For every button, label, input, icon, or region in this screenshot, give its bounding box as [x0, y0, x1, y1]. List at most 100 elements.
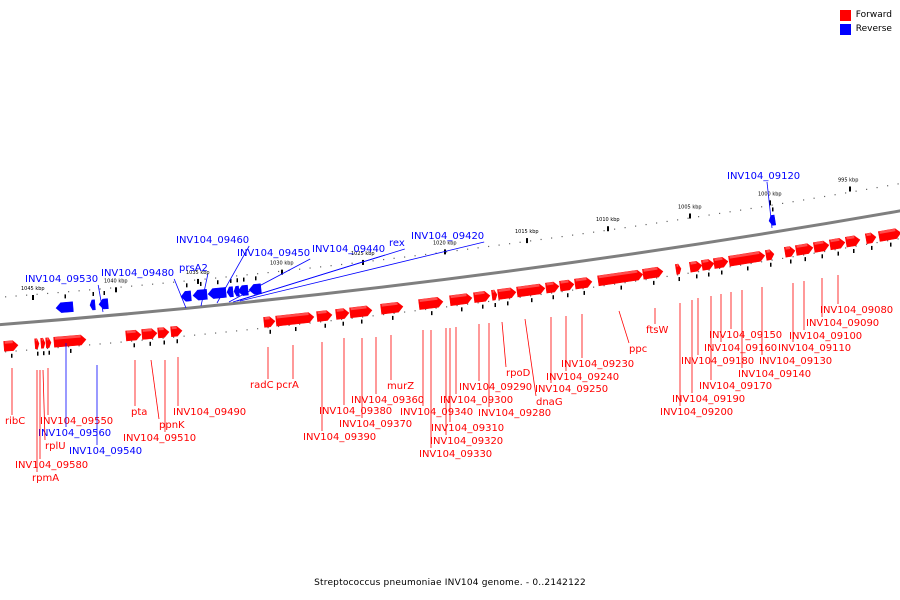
minor-tick: [57, 291, 59, 294]
minor-tick: [309, 322, 311, 324]
gene-marker: [243, 277, 245, 282]
minor-tick: [446, 306, 448, 308]
gene-label-inv104-09280: INV104_09280: [478, 323, 551, 419]
gene-arrow: [45, 337, 52, 349]
minor-tick: [246, 274, 248, 276]
gene-marker: [531, 298, 533, 303]
gene-feature-forward: [701, 259, 715, 271]
gene-feature-forward: [844, 235, 861, 248]
minor-tick: [677, 219, 679, 221]
gene-marker: [236, 278, 238, 283]
gene-arrow-highlight: [676, 264, 679, 267]
gene-label-text: ppc: [629, 344, 647, 355]
gene-marker: [871, 245, 873, 250]
gene-marker: [837, 251, 839, 256]
gene-arrow-highlight: [643, 267, 658, 272]
minor-tick: [141, 339, 143, 341]
minor-tick: [719, 212, 721, 215]
minor-tick: [771, 204, 773, 206]
minor-tick: [204, 333, 206, 335]
gene-marker: [133, 343, 135, 348]
minor-tick: [351, 317, 353, 319]
minor-tick: [341, 318, 343, 321]
gene-label-inv104-09130: INV104_09130: [759, 287, 832, 367]
minor-tick: [89, 289, 91, 291]
gene-marker: [461, 307, 463, 312]
minor-tick: [866, 243, 868, 245]
minor-tick: [120, 286, 122, 288]
minor-tick: [855, 190, 857, 192]
minor-tick: [656, 222, 658, 224]
minor-tick: [330, 265, 332, 267]
minor-tick: [330, 320, 332, 322]
minor-tick: [834, 194, 836, 196]
gene-leader-line: [236, 248, 405, 302]
tick-mark: [526, 238, 528, 244]
gene-arrow-highlight: [866, 232, 872, 237]
gene-label-prsa2: prsA2: [179, 263, 209, 307]
gene-marker: [230, 278, 232, 283]
minor-tick: [68, 291, 70, 293]
gene-arrow: [674, 263, 682, 275]
minor-tick: [456, 304, 458, 307]
minor-tick: [383, 258, 385, 261]
gene-marker: [11, 353, 13, 358]
minor-tick: [782, 202, 784, 205]
gene-marker: [37, 351, 39, 356]
minor-tick: [603, 285, 605, 287]
minor-tick: [383, 313, 385, 316]
genome-backbone: [0, 209, 900, 327]
minor-tick: [194, 279, 196, 281]
minor-tick: [299, 268, 301, 270]
minor-tick: [897, 183, 899, 185]
minor-tick: [15, 350, 17, 352]
minor-tick: [635, 225, 637, 227]
gene-label-text: rplU: [45, 441, 66, 452]
minor-tick: [488, 245, 490, 248]
gene-label-text: INV104_09170: [699, 381, 772, 392]
gene-arrow-highlight: [796, 243, 808, 248]
gene-arrow-highlight: [729, 251, 760, 259]
minor-tick: [687, 272, 689, 274]
minor-tick: [866, 188, 868, 190]
gene-marker: [103, 291, 105, 296]
gene-marker: [269, 329, 271, 334]
gene-leader-line: [766, 181, 773, 229]
minor-tick: [68, 346, 70, 348]
gene-marker: [176, 339, 178, 344]
gene-label-inv104-09320: INV104_09320: [430, 328, 503, 447]
minor-tick: [372, 260, 374, 262]
minor-tick: [572, 289, 574, 291]
tick-layer: 995 kbp 1000 kbp 1005 kbp 1010 kbp 1015 kbp 1…: [5, 178, 899, 353]
gene-label-text: pta: [131, 407, 147, 418]
gene-feature-forward: [125, 329, 142, 342]
minor-tick: [498, 299, 500, 301]
minor-tick: [446, 251, 448, 253]
gene-label-inv104-09110: INV104_09110: [778, 283, 851, 354]
gene-label-text: INV104_09160: [704, 343, 777, 354]
gene-feature-forward: [335, 308, 350, 320]
gene-arrow: [34, 338, 40, 350]
minor-tick: [677, 274, 679, 276]
gene-arrow-highlight: [276, 312, 309, 319]
minor-tick: [467, 303, 469, 305]
minor-tick: [183, 335, 185, 337]
minor-tick: [404, 256, 406, 258]
minor-tick: [425, 308, 427, 311]
minor-tick: [635, 280, 637, 282]
gene-marker: [149, 341, 151, 346]
gene-marker: [186, 283, 188, 288]
gene-arrow-highlight: [690, 261, 697, 265]
gene-arrow-highlight: [264, 316, 270, 320]
minor-tick: [803, 199, 805, 201]
gene-marker: [92, 291, 94, 296]
gene-label-radc: radC: [250, 347, 274, 391]
minor-tick: [740, 264, 742, 266]
minor-tick: [582, 288, 584, 290]
gene-marker: [696, 274, 698, 279]
minor-tick: [341, 263, 343, 266]
tick-label: 1040 kbp: [104, 278, 128, 284]
gene-feature-forward: [812, 240, 830, 253]
gene-feature-forward: [349, 305, 373, 319]
gene-leader-line: [618, 310, 630, 344]
